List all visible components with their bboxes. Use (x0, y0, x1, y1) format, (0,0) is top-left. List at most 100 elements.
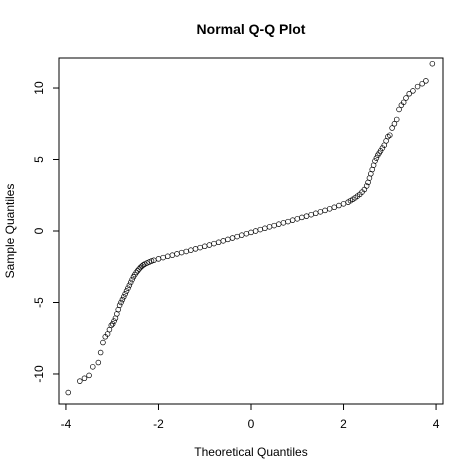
data-point (410, 88, 416, 94)
data-point (414, 83, 421, 90)
x-tick-label: -4 (61, 417, 72, 431)
data-point (183, 248, 189, 255)
data-point (109, 321, 116, 327)
data-point (97, 349, 104, 356)
chart-title: Normal Q-Q Plot (197, 21, 306, 37)
data-point (248, 229, 254, 236)
x-axis: -4 -2 0 2 4 (61, 403, 440, 431)
data-point (385, 133, 391, 140)
data-point (429, 60, 436, 67)
data-point (294, 216, 301, 222)
data-point (86, 372, 92, 379)
data-point (119, 296, 126, 303)
data-point (178, 249, 185, 256)
data-point (125, 285, 131, 291)
data-point (396, 106, 402, 113)
data-point (276, 221, 282, 227)
data-point (419, 80, 425, 87)
data-point (174, 251, 180, 257)
data-point (406, 90, 412, 97)
y-axis: -10 -5 0 5 10 (32, 81, 60, 383)
data-point (201, 243, 208, 250)
data-point (336, 202, 342, 209)
data-point (423, 78, 429, 84)
data-point (285, 218, 291, 225)
data-point (313, 210, 319, 217)
data-point (377, 148, 384, 154)
data-point (148, 258, 155, 264)
data-point (188, 247, 194, 253)
data-point (389, 125, 395, 131)
data-point (197, 244, 203, 251)
x-tick-label: 4 (433, 417, 440, 431)
x-axis-label: Theoretical Quantiles (194, 445, 307, 459)
data-point (271, 222, 277, 229)
data-point (317, 209, 324, 215)
data-point (136, 266, 142, 272)
plot-frame (58, 57, 444, 405)
data-point (391, 121, 398, 127)
data-point (379, 145, 386, 151)
data-point (206, 242, 213, 248)
data-point (81, 375, 88, 382)
data-point (372, 158, 378, 164)
data-point (257, 226, 264, 233)
x-tick-label: -2 (153, 417, 164, 431)
data-point (225, 236, 231, 243)
data-point (90, 364, 96, 370)
data-point (133, 269, 140, 276)
y-tick-label: -5 (32, 297, 46, 308)
data-point (400, 99, 407, 106)
data-point (192, 246, 199, 252)
data-point (303, 213, 310, 219)
data-point (169, 252, 176, 258)
data-point (340, 201, 347, 207)
data-point (326, 206, 333, 212)
data-point (121, 294, 127, 300)
data-point (331, 204, 338, 211)
data-point (280, 220, 287, 226)
data-point (215, 239, 222, 246)
data-point (126, 282, 133, 289)
data-point (322, 207, 328, 214)
data-point (95, 359, 102, 366)
data-point (363, 183, 370, 189)
data-point (155, 256, 162, 262)
y-axis-label: Sample Quantiles (3, 184, 17, 279)
data-point (65, 389, 72, 396)
data-point (393, 116, 400, 123)
data-point (77, 378, 83, 384)
data-point (211, 240, 217, 247)
data-point (139, 263, 145, 269)
data-point (229, 235, 236, 241)
data-point (118, 299, 124, 306)
data-point (243, 230, 250, 237)
y-tick-label: 0 (32, 227, 46, 234)
x-tick-label: 2 (340, 417, 347, 431)
data-point (116, 302, 123, 309)
data-point (234, 233, 240, 240)
data-point (373, 155, 380, 161)
data-point (238, 232, 245, 238)
data-point (108, 322, 115, 329)
data-point (220, 238, 226, 244)
data-point (127, 279, 134, 286)
data-point (160, 254, 166, 261)
data-point (252, 228, 259, 234)
data-point (164, 253, 171, 260)
data-point (100, 339, 106, 346)
x-tick-label: 0 (248, 417, 255, 431)
data-point (403, 95, 409, 101)
data-points (65, 60, 436, 396)
data-point (266, 224, 273, 230)
data-point (308, 211, 314, 218)
data-point (387, 132, 393, 138)
data-point (262, 225, 268, 232)
y-tick-label: -10 (32, 365, 46, 383)
data-point (123, 288, 130, 294)
y-tick-label: 10 (32, 81, 46, 95)
data-point (111, 318, 117, 324)
data-point (129, 276, 135, 283)
data-point (289, 217, 296, 223)
